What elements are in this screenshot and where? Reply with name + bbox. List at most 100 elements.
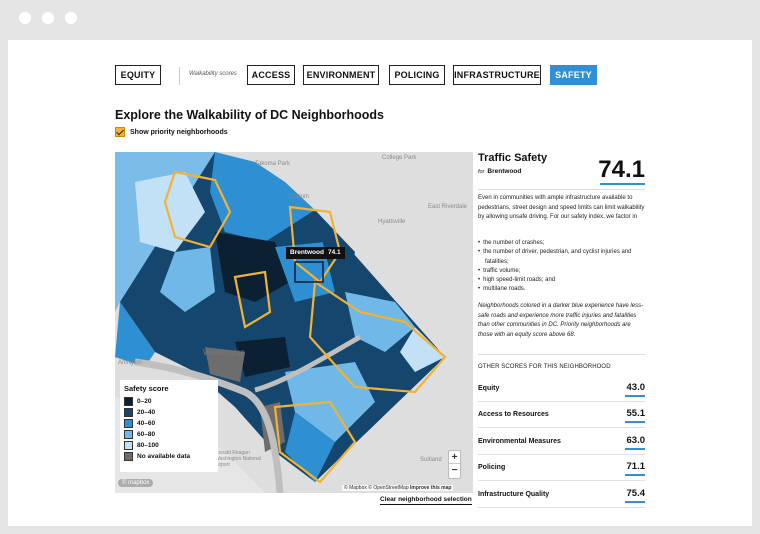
window-dot-icon — [65, 12, 77, 24]
map-attribution: © Mapbox © OpenStreetMap Improve this ma… — [342, 485, 454, 491]
legend-item: 0–20 — [124, 396, 214, 407]
window-dot-icon — [42, 12, 54, 24]
page-title: Explore the Walkability of DC Neighborho… — [115, 108, 385, 122]
legend-item: 80–100 — [124, 440, 214, 451]
legend-title: Safety score — [124, 384, 169, 393]
priority-checkbox-label[interactable]: Show priority neighborhoods — [130, 128, 228, 136]
zoom-control: + − — [448, 450, 461, 479]
mapbox-logo[interactable]: © mapbox — [118, 479, 154, 487]
list-item: fatalities; — [485, 258, 509, 265]
priority-toggle[interactable]: Show priority neighborhoods — [115, 126, 228, 138]
legend-swatch — [124, 452, 133, 461]
factor-list: the number of crashes; the number of dri… — [478, 239, 645, 295]
divider — [478, 354, 645, 355]
divider — [478, 189, 645, 190]
walkability-map[interactable]: Takoma Park College Park Chillum Hyattsv… — [115, 152, 473, 493]
tooltip-score: 74.1 — [327, 249, 341, 256]
tab-safety[interactable]: SAFETY — [550, 65, 597, 85]
tab-environment[interactable]: ENVIRONMENT — [303, 65, 379, 85]
legend-swatch — [124, 441, 133, 450]
tab-policing[interactable]: POLICING — [389, 65, 445, 85]
legend-item: No available data — [124, 451, 214, 462]
score-bar — [625, 501, 645, 503]
neighborhood-row: for Brentwood — [478, 168, 521, 175]
score-row-environment[interactable]: Environmental Measures 63.0 — [478, 433, 645, 455]
score-row-equity[interactable]: Equity 43.0 — [478, 380, 645, 402]
score-bar — [625, 448, 645, 450]
legend-item: 60–80 — [124, 429, 214, 440]
map-label-takoma: Takoma Park — [255, 161, 291, 167]
score-bar — [625, 395, 645, 397]
for-label: for — [478, 169, 485, 175]
map-tooltip: Brentwood 74.1 — [286, 247, 345, 259]
map-label-chillum: Chillum — [289, 194, 310, 200]
window-dot-icon — [19, 12, 31, 24]
score-name: Environmental Measures — [478, 438, 561, 445]
dc-area-east — [345, 292, 415, 352]
attribution-text[interactable]: © Mapbox © OpenStreetMap — [344, 485, 409, 491]
legend-item: 40–60 — [124, 418, 214, 429]
score-row-access[interactable]: Access to Resources 55.1 — [478, 406, 645, 428]
legend-swatch — [124, 419, 133, 428]
map-label-arlington: Arlington — [118, 360, 142, 366]
score-name: Infrastructure Quality — [478, 491, 550, 498]
tooltip-name: Brentwood — [290, 249, 324, 256]
map-label-college: College Park — [382, 155, 417, 161]
browser-chrome — [0, 0, 760, 40]
tab-divider — [179, 67, 180, 85]
score-value: 75.4 — [626, 488, 646, 499]
selected-neighborhood — [294, 261, 324, 283]
map-label-riverdale: East Riverdale — [428, 204, 468, 210]
map-label-hyattsville: Hyattsville — [378, 219, 406, 225]
score-value: 43.0 — [626, 382, 646, 393]
list-item: traffic volume; — [478, 267, 645, 276]
priority-checkbox[interactable] — [115, 127, 125, 137]
other-scores-heading: OTHER SCORES FOR THIS NEIGHBORHOOD — [478, 364, 611, 370]
zoom-out-button[interactable]: − — [451, 465, 458, 476]
dc-area-north — [210, 152, 315, 242]
improve-map-link[interactable]: Improve this map — [410, 485, 452, 491]
dc-area-east-tip — [400, 327, 445, 372]
score-row-policing[interactable]: Policing 71.1 — [478, 459, 645, 481]
score-name: Policing — [478, 464, 506, 471]
potomac-river — [134, 358, 284, 493]
legend-item: 20–40 — [124, 407, 214, 418]
main-score: 74.1 — [598, 156, 645, 183]
score-underline — [600, 183, 645, 185]
tab-equity[interactable]: EQUITY — [115, 65, 161, 85]
legend-swatch — [124, 397, 133, 406]
priority-outline-se — [273, 400, 357, 484]
map-legend: Safety score 0–20 20–40 40–60 60–80 80–1… — [120, 380, 218, 472]
map-label-airport: Ronald Reagan Washington National Airpor… — [215, 450, 261, 468]
score-name: Access to Resources — [478, 411, 549, 418]
tab-access[interactable]: ACCESS — [247, 65, 295, 85]
map-label-suitland: Suitland — [420, 457, 442, 463]
list-item: the number of crashes; — [478, 239, 645, 248]
panel-title: Traffic Safety — [478, 152, 548, 164]
score-value: 55.1 — [626, 408, 646, 419]
score-value: 71.1 — [626, 461, 646, 472]
legend-swatch — [124, 430, 133, 439]
panel-note: Neighborhoods colored in a darker blue e… — [478, 303, 644, 338]
list-item: high speed-limit roads; and — [478, 276, 645, 285]
tab-infrastructure[interactable]: INFRASTRUCTURE — [453, 65, 541, 85]
dc-area-center — [215, 232, 290, 302]
panel-description: Even in communities with ample infrastru… — [478, 195, 645, 220]
list-item: multilane roads. — [478, 285, 645, 294]
zoom-in-button[interactable]: + — [449, 451, 460, 464]
priority-outline-east — [308, 280, 447, 394]
legend-swatch — [124, 408, 133, 417]
score-row-infrastructure[interactable]: Infrastructure Quality 75.4 — [478, 486, 645, 508]
dc-area-mall — [205, 347, 245, 382]
neighborhood-name: Brentwood — [487, 168, 522, 175]
dc-area-rock-creek — [135, 172, 205, 252]
score-bar — [625, 474, 645, 476]
walkability-label: Walkability scores — [189, 71, 237, 77]
score-value: 63.0 — [626, 435, 646, 446]
score-name: Equity — [478, 385, 500, 392]
anacostia-river — [254, 334, 362, 393]
dc-area-downtown — [235, 337, 290, 377]
list-item: the number of driver, pedestrian, and cy… — [478, 248, 645, 257]
score-bar — [625, 421, 645, 423]
clear-selection-link[interactable]: Clear neighborhood selection — [380, 496, 472, 505]
